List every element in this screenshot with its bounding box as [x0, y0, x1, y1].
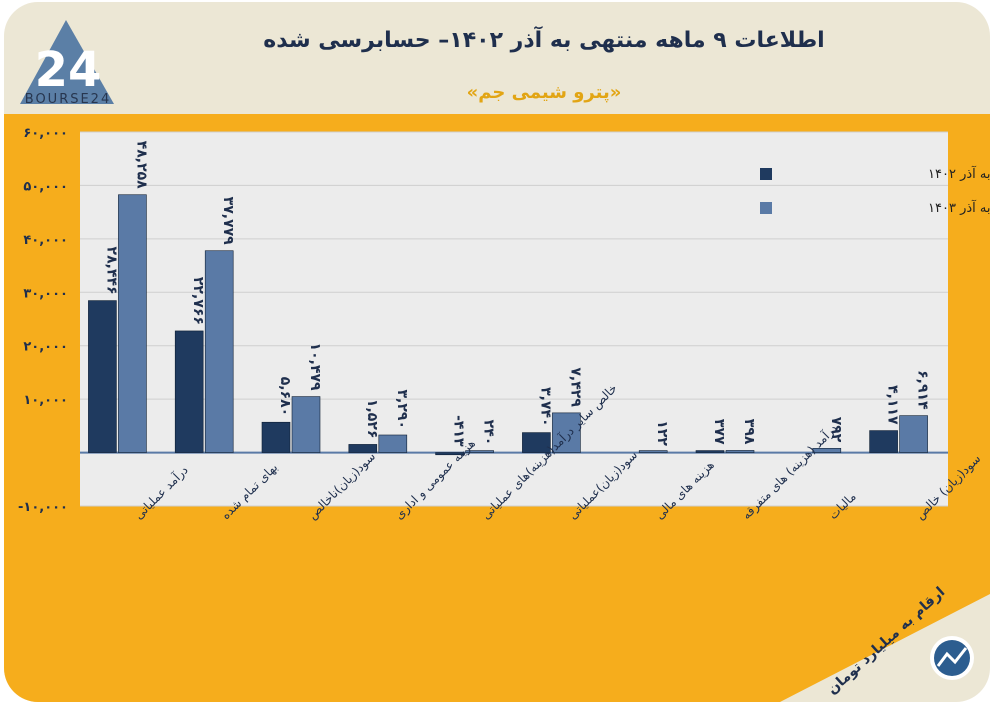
value-labels: ۲۸,۴۴۶ ۴۸,۲۵۸ ۲۲,۷۶۶ ۳۷,۷۷۹ ۵,۶۸۰ ۱۰,۴۷۹ ۱,۵۲۶…	[103, 141, 930, 447]
data-label: ۳۷۷	[711, 419, 727, 445]
bar-1403	[118, 194, 147, 453]
data-label: ۷۹۲	[828, 417, 844, 443]
y-tick-label: ۵۰,۰۰۰	[23, 179, 68, 194]
data-label: ۳,۲۹۰	[394, 389, 410, 429]
logo-wordmark: BOURSE24	[24, 92, 112, 107]
data-label: ۴۸,۲۵۸	[133, 141, 149, 189]
data-label: ۱۲۲	[654, 420, 670, 446]
y-axis-labels: ۶۰,۰۰۰ ۵۰,۰۰۰ ۴۰,۰۰۰ ۳۰,۰۰۰ ۲۰,۰۰۰ ۱۰,۰۰۰ -۱۰,…	[18, 126, 68, 515]
bar-1402	[348, 444, 378, 453]
page-title: اطلاعات ۹ ماهه منتهی به آذر ۱۴۰۲– حسابرس…	[263, 28, 825, 53]
bar-1402	[695, 450, 725, 453]
bar-1403	[552, 412, 581, 453]
data-label: ۵,۶۸۰	[277, 377, 293, 417]
legend-label-1403: عملکرد منتهی به آذر ۱۴۰۳	[928, 199, 990, 216]
bar-1403	[638, 450, 668, 453]
y-tick-label: ۶۰,۰۰۰	[23, 126, 68, 141]
data-label: ۳۹۸	[741, 419, 757, 445]
data-label: ۲۸,۴۴۶	[103, 247, 119, 295]
data-label: ۴,۱۱۷	[885, 385, 901, 425]
legend-swatch-1402	[760, 168, 772, 180]
bar-1403	[465, 450, 494, 453]
bars	[88, 194, 928, 456]
bar-1402	[435, 452, 464, 456]
data-label: ۶,۹۱۴	[915, 370, 931, 410]
bar-1403	[291, 396, 321, 453]
data-label: ۷,۴۲۹	[567, 367, 583, 407]
data-label: ۳,۷۴۰	[537, 387, 553, 427]
bar-1403	[812, 448, 842, 453]
data-label: ۲۲,۷۶۶	[190, 277, 206, 325]
legend-label-1402: عملکرد منتهی به آذر ۱۴۰۲	[928, 165, 990, 182]
bar-1403	[204, 250, 234, 453]
data-label: -۴۱۳	[451, 415, 467, 447]
chart-badge-icon	[930, 636, 974, 680]
bar-1403	[899, 415, 928, 453]
y-tick-label: ۲۰,۰۰۰	[23, 340, 68, 355]
y-tick-label: -۱۰,۰۰۰	[18, 500, 68, 515]
data-label: ۱,۵۲۶	[364, 399, 380, 439]
bourse24-logo-icon: 24	[20, 20, 114, 104]
page-subtitle: «پترو شیمی جم»	[466, 82, 622, 103]
y-tick-label: ۳۰,۰۰۰	[23, 286, 68, 301]
chart-card: 24 BOURSE24 اطلاعات ۹ ماهه منتهی به آذر …	[4, 2, 990, 702]
data-label: ۲۴۰	[481, 420, 497, 446]
bar-1402	[522, 432, 551, 453]
bar-1402	[261, 421, 291, 453]
data-label: ۱۰,۴۷۹	[307, 343, 323, 391]
bar-1402	[869, 430, 898, 453]
bar-1402	[88, 300, 117, 453]
bar-1402	[174, 330, 204, 453]
y-tick-label: ۴۰,۰۰۰	[23, 233, 68, 248]
bar-1403	[725, 450, 755, 453]
legend-swatch-1403	[760, 202, 772, 214]
logo-mark: 24	[35, 42, 102, 98]
bar-1403	[378, 434, 408, 453]
legend: عملکرد منتهی به آذر ۱۴۰۲ عملکرد منتهی به…	[760, 165, 990, 216]
data-label: ۳۷,۷۷۹	[220, 197, 236, 245]
y-tick-label: ۱۰,۰۰۰	[23, 393, 68, 408]
chart-panel: ۶۰,۰۰۰ ۵۰,۰۰۰ ۴۰,۰۰۰ ۳۰,۰۰۰ ۲۰,۰۰۰ ۱۰,۰۰۰ -۱۰,…	[4, 114, 990, 702]
